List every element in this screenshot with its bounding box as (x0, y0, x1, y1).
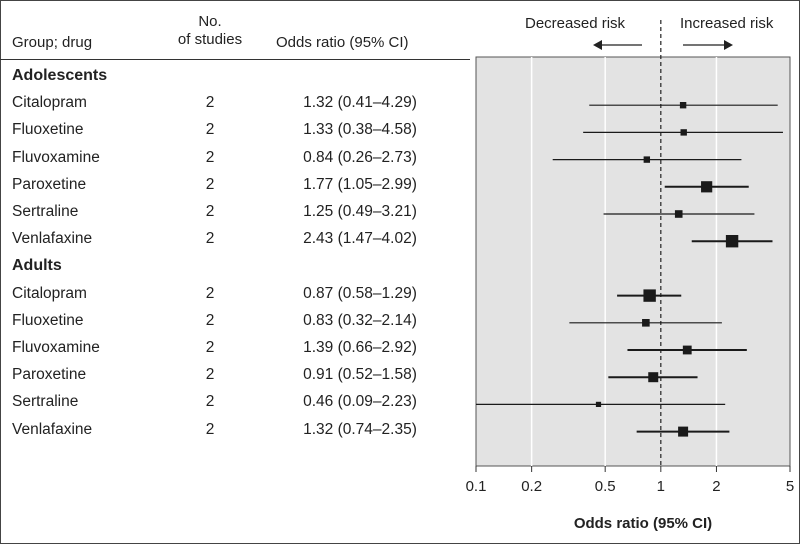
odds-ratio-ci: 1.77 (1.05–2.99) (303, 175, 417, 193)
decreased-risk-label: Decreased risk (525, 15, 626, 32)
x-axis-label: Odds ratio (95% CI) (574, 515, 712, 532)
table-row: Sertraline 2 1.25 (0.49–3.21) (0, 203, 470, 225)
x-tick-label: 0.1 (466, 478, 487, 495)
odds-ratio-ci: 1.39 (0.66–2.92) (303, 339, 417, 356)
table-row: Citalopram 2 0.87 (0.58–1.29) (0, 285, 470, 307)
point-estimate-marker (643, 156, 651, 163)
table-row: Paroxetine 2 1.77 (1.05–2.99) (0, 176, 470, 198)
table-row: Fluvoxamine 2 1.39 (0.66–2.92) (0, 339, 470, 361)
point-estimate-marker (648, 372, 659, 383)
odds-ratio-ci: 2.43 (1.47–4.02) (303, 230, 417, 248)
header-group-drug: Group; drug (12, 34, 93, 51)
odds-ratio-ci: 0.87 (0.58–1.29) (303, 284, 417, 302)
odds-ratio-ci: 1.32 (0.41–4.29) (303, 94, 417, 112)
plot-area (475, 56, 791, 467)
point-estimate-marker (642, 319, 650, 327)
drug-name: Fluoxetine (12, 311, 84, 329)
table-row: Citalopram 2 1.32 (0.41–4.29) (0, 94, 470, 116)
increased-risk-label: Increased risk (680, 15, 774, 32)
point-estimate-marker (679, 102, 687, 109)
point-estimate-marker (701, 181, 713, 193)
table-row: Venlafaxine 2 2.43 (1.47–4.02) (0, 230, 470, 252)
table-row: Fluoxetine 2 0.83 (0.32–2.14) (0, 312, 470, 334)
increased-arrowhead (724, 40, 733, 50)
drug-name: Sertraline (12, 393, 79, 411)
drug-name: Venlafaxine (12, 420, 93, 438)
num-studies: 2 (205, 94, 215, 112)
decreased-arrowhead (593, 40, 602, 50)
num-studies: 2 (205, 366, 215, 384)
x-tick-label: 5 (786, 478, 794, 495)
drug-name: Paroxetine (12, 366, 87, 384)
table-row: Fluoxetine 2 1.33 (0.38–4.58) (0, 121, 470, 143)
odds-ratio-ci: 1.33 (0.38–4.58) (303, 121, 417, 139)
num-studies: 2 (205, 393, 215, 411)
x-tick-label: 0.5 (595, 478, 616, 495)
num-studies: 2 (205, 284, 215, 302)
table-row: Sertraline 2 0.46 (0.09–2.23) (0, 393, 470, 415)
num-studies: 2 (205, 175, 215, 193)
odds-ratio-ci: 0.84 (0.26–2.73) (303, 148, 417, 166)
header-num-studies: No. of studies (177, 13, 243, 48)
num-studies: 2 (205, 230, 215, 248)
x-tick-label: 0.2 (521, 478, 542, 495)
table-row: Venlafaxine 2 1.32 (0.74–2.35) (0, 421, 470, 443)
odds-ratio-ci: 0.91 (0.52–1.58) (303, 366, 417, 384)
drug-name: Sertraline (12, 203, 79, 220)
odds-ratio-ci: 1.32 (0.74–2.35) (303, 420, 417, 438)
drug-name: Fluoxetine (12, 121, 84, 139)
odds-ratio-ci: 0.83 (0.32–2.14) (303, 311, 417, 329)
group-label-adults: Adults (12, 257, 62, 275)
point-estimate-marker (682, 345, 692, 355)
drug-name: Venlafaxine (12, 230, 93, 248)
point-estimate-marker (674, 210, 683, 218)
table-row: Paroxetine 2 0.91 (0.52–1.58) (0, 366, 470, 388)
header-odds-ratio: Odds ratio (95% CI) (276, 34, 409, 51)
odds-ratio-ci: 0.46 (0.09–2.23) (303, 393, 417, 411)
num-studies: 2 (205, 311, 215, 329)
point-estimate-marker (725, 235, 739, 248)
drug-name: Citalopram (12, 94, 87, 112)
group-label-adolescents: Adolescents (12, 67, 108, 84)
num-studies: 2 (205, 420, 215, 438)
point-estimate-marker (643, 289, 656, 302)
header-rule (0, 59, 470, 60)
x-tick-label: 2 (712, 478, 720, 495)
x-tick-label: 1 (657, 478, 665, 495)
point-estimate-marker (680, 129, 687, 136)
table-row: Fluvoxamine 2 0.84 (0.26–2.73) (0, 149, 470, 171)
num-studies: 2 (205, 148, 215, 166)
odds-ratio-ci: 1.25 (0.49–3.21) (303, 203, 417, 220)
num-studies: 2 (205, 203, 215, 220)
point-estimate-marker (678, 426, 689, 437)
drug-name: Citalopram (12, 284, 87, 302)
drug-name: Fluvoxamine (12, 339, 100, 356)
num-studies: 2 (205, 339, 215, 356)
point-estimate-marker (595, 401, 602, 407)
drug-name: Fluvoxamine (12, 148, 100, 166)
num-studies: 2 (205, 121, 215, 139)
drug-name: Paroxetine (12, 175, 87, 193)
